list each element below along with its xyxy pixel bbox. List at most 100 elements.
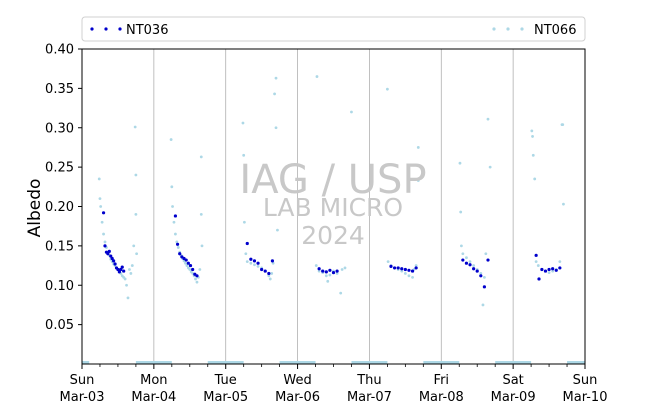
- data-point: [554, 268, 558, 272]
- data-point: [270, 272, 274, 275]
- data-point: [128, 268, 131, 271]
- data-point: [191, 267, 195, 272]
- data-point: [321, 269, 325, 273]
- data-point: [267, 274, 271, 278]
- data-point: [195, 280, 199, 284]
- data-point: [465, 256, 468, 260]
- data-point: [400, 267, 404, 271]
- y-axis-label: Albedo: [25, 179, 45, 238]
- x-tick-day: Thu: [356, 373, 381, 388]
- data-point: [173, 214, 178, 218]
- data-point: [199, 212, 203, 216]
- x-tick-date: Mar-07: [347, 390, 392, 405]
- data-point: [317, 267, 321, 271]
- x-tick-day: Sun: [70, 373, 95, 388]
- data-point: [122, 269, 126, 273]
- data-point: [460, 244, 463, 248]
- data-point: [245, 260, 249, 264]
- data-point: [314, 264, 318, 267]
- x-tick-day: Fri: [434, 373, 450, 388]
- data-point: [416, 146, 420, 149]
- data-point: [276, 228, 279, 232]
- y-tick-label: 0.30: [45, 121, 74, 136]
- data-point: [475, 269, 479, 273]
- x-axis: Sun Mar-03 Mon Mar-04 Tue Mar-05 Wed Mar-06 Thu M…: [60, 364, 608, 405]
- legend-dot: [104, 27, 108, 31]
- data-point: [547, 267, 551, 272]
- data-point: [256, 264, 260, 268]
- legend-dot: [492, 27, 496, 31]
- data-point: [328, 268, 332, 272]
- data-point: [324, 270, 328, 274]
- data-point: [171, 205, 174, 208]
- data-point: [185, 264, 189, 267]
- legend-swatch-nt036: [90, 27, 122, 31]
- data-point: [97, 177, 101, 181]
- data-point: [112, 259, 116, 263]
- data-point: [113, 262, 117, 266]
- data-point: [169, 138, 173, 141]
- data-point: [483, 275, 486, 279]
- data-point: [540, 267, 544, 272]
- data-point: [551, 267, 555, 271]
- y-tick-label: 0.15: [45, 239, 74, 254]
- data-point: [479, 272, 483, 275]
- y-tick-label: 0.05: [45, 318, 74, 333]
- data-point: [170, 185, 174, 189]
- data-point: [249, 257, 253, 261]
- data-point: [107, 249, 111, 253]
- legend-label-nt066: NT066: [534, 23, 576, 38]
- data-point: [459, 210, 463, 214]
- y-tick-label: 0.25: [45, 161, 74, 176]
- data-point: [561, 123, 565, 126]
- data-point: [244, 252, 248, 256]
- data-point: [132, 244, 136, 248]
- data-point: [411, 275, 414, 279]
- data-point: [172, 220, 176, 224]
- data-point: [407, 274, 411, 278]
- data-point: [479, 274, 483, 278]
- data-point: [531, 135, 534, 138]
- data-point: [389, 264, 393, 268]
- data-point: [484, 252, 488, 256]
- data-point: [403, 267, 407, 272]
- legend-swatch-nt066: [492, 27, 524, 31]
- data-point: [536, 264, 540, 267]
- data-point: [98, 197, 102, 201]
- data-point: [256, 261, 260, 265]
- data-point: [253, 263, 256, 267]
- data-point: [486, 117, 490, 121]
- x-tick-date: Mar-09: [491, 390, 536, 405]
- legend-box: [81, 16, 586, 42]
- data-point: [414, 266, 418, 270]
- data-point: [188, 268, 192, 271]
- data-point: [481, 303, 485, 307]
- y-tick-label: 0.40: [45, 43, 74, 58]
- data-point: [271, 261, 275, 265]
- data-point: [274, 126, 278, 130]
- data-point: [339, 291, 343, 295]
- data-point: [386, 260, 390, 264]
- data-point: [407, 268, 411, 272]
- data-point: [175, 240, 179, 244]
- x-tick-date: Mar-10: [563, 390, 608, 405]
- y-tick-label: 0.20: [45, 200, 74, 215]
- data-point: [260, 267, 264, 272]
- data-point: [558, 260, 562, 264]
- data-point: [242, 153, 246, 157]
- data-point: [125, 283, 128, 287]
- data-point: [331, 271, 336, 275]
- x-tick-date: Mar-08: [419, 390, 464, 405]
- data-point: [199, 155, 203, 159]
- data-point: [135, 252, 139, 256]
- legend-dot: [506, 27, 510, 31]
- data-point: [134, 173, 138, 177]
- data-point: [100, 220, 104, 224]
- x-tick-date: Mar-06: [275, 390, 320, 405]
- data-point: [267, 271, 271, 276]
- data-point: [350, 110, 353, 114]
- data-point: [129, 272, 133, 275]
- data-point: [198, 268, 202, 271]
- data-point: [534, 260, 538, 264]
- data-point: [396, 266, 400, 270]
